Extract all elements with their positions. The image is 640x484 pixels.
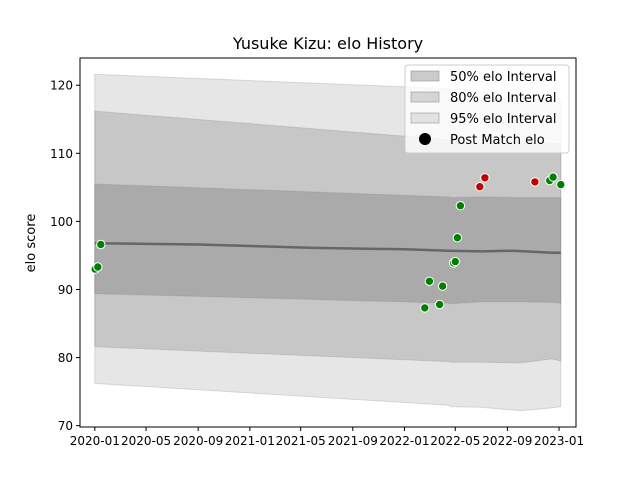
y-tick-label-2: 80 (58, 351, 73, 365)
x-tick-label-9: 2022-09 (482, 434, 532, 448)
interval-band-3 (94, 183, 562, 305)
x-tick-label-10: 2023-01 (534, 434, 584, 448)
legend-swatch-3 (410, 112, 440, 124)
post-match-point-13 (480, 173, 490, 183)
mean-elo-line (94, 241, 561, 254)
y-axis: 70 80 90 100 110 120 (50, 79, 80, 433)
post-match-point-10 (452, 233, 463, 243)
y-tick-label-5: 110 (50, 147, 73, 161)
post-match-point-11 (455, 201, 466, 211)
post-match-point-16 (548, 172, 558, 182)
x-axis: 2020-01 2020-05 2020-09 2021-01 2021-05 2021-… (70, 427, 584, 448)
legend-swatch-2 (410, 91, 440, 103)
mean-elo-polyline (94, 241, 561, 254)
post-match-point-4 (420, 303, 430, 313)
x-tick-label-5: 2021-05 (276, 434, 326, 448)
post-match-point-9 (450, 256, 460, 267)
post-match-point-14 (530, 177, 540, 187)
post-match-point-7 (437, 281, 448, 291)
post-match-points (90, 172, 566, 313)
y-tick-label-3: 90 (58, 283, 73, 297)
post-match-point-12 (475, 182, 485, 192)
legend-label-4: Post Match elo (450, 133, 545, 148)
chart-title: Yusuke Kizu: elo History (232, 34, 423, 53)
x-tick-label-3: 2020-09 (173, 434, 223, 448)
legend-swatch-1 (410, 70, 440, 82)
post-match-point-2 (93, 262, 103, 272)
legend-label-2: 80% elo Interval (450, 91, 557, 106)
y-tick-label-1: 70 (58, 419, 73, 433)
legend-label-1: 50% elo Interval (450, 70, 557, 85)
post-match-point-5 (424, 276, 435, 286)
legend-box (404, 64, 570, 154)
y-tick-label-6: 120 (50, 79, 73, 93)
post-match-point-17 (556, 179, 566, 190)
post-match-point-3 (96, 239, 106, 250)
legend-marker-post-match (419, 133, 431, 145)
interval-bands (94, 73, 562, 412)
legend-label-3: 95% elo Interval (450, 112, 557, 127)
x-tick-label-7: 2022-01 (379, 434, 429, 448)
y-axis-label: elo score (24, 214, 39, 273)
x-tick-label-2: 2020-05 (121, 434, 171, 448)
x-tick-label-8: 2022-05 (430, 434, 480, 448)
legend: 50% elo Interval 80% elo Interval 95% elo … (404, 64, 570, 154)
x-tick-label-1: 2020-01 (70, 434, 120, 448)
post-match-point-6 (434, 299, 445, 310)
x-tick-label-6: 2021-09 (328, 434, 378, 448)
y-tick-label-4: 100 (50, 215, 73, 229)
x-tick-label-4: 2021-01 (225, 434, 275, 448)
plot-frame (79, 57, 577, 428)
